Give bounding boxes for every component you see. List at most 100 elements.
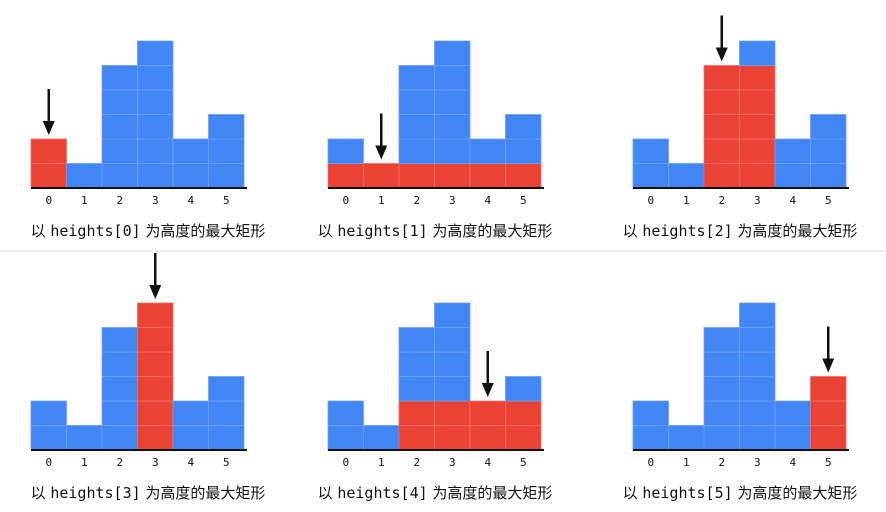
highlight-cell bbox=[469, 425, 506, 451]
bar-cell bbox=[703, 400, 740, 426]
panel-ticks: 0 1 2 3 4 5 bbox=[342, 194, 526, 207]
x-tick-label: 3 bbox=[449, 194, 456, 207]
highlight-cell bbox=[137, 302, 174, 328]
panel-caption: 以 heights[1] 为高度的最大矩形 bbox=[318, 222, 553, 240]
x-tick-label: 1 bbox=[81, 194, 88, 207]
bar-cell bbox=[810, 138, 847, 164]
down-arrow bbox=[375, 113, 388, 160]
caption-code: heights[4] bbox=[337, 484, 427, 502]
bar-cell bbox=[469, 138, 506, 164]
caption-prefix: 以 bbox=[623, 222, 643, 240]
bar-cell bbox=[505, 376, 542, 402]
bar-cell bbox=[208, 163, 245, 189]
x-tick-label: 4 bbox=[187, 194, 194, 207]
highlight-cell bbox=[739, 163, 776, 189]
bar-cell bbox=[810, 114, 847, 140]
bar-cell bbox=[398, 114, 435, 140]
bar-cell bbox=[434, 327, 471, 353]
bar-cell bbox=[632, 163, 669, 189]
down-arrow bbox=[481, 351, 494, 397]
caption-suffix: 为高度的最大矩形 bbox=[428, 484, 553, 502]
bar-cell bbox=[398, 351, 435, 377]
caption-suffix: 为高度的最大矩形 bbox=[733, 222, 858, 240]
bar-cell bbox=[632, 138, 669, 164]
x-tick-label: 2 bbox=[718, 194, 725, 207]
panel-ticks: 0 1 2 3 4 5 bbox=[647, 194, 831, 207]
panel-3: 0 1 2 3 4 5 以 heights[3] 为高度的最大矩形 bbox=[31, 253, 266, 502]
x-tick-label: 4 bbox=[187, 456, 194, 469]
highlight-cell bbox=[810, 400, 847, 426]
down-arrow bbox=[149, 253, 162, 299]
panel-cells bbox=[30, 40, 245, 189]
x-tick-label: 2 bbox=[718, 456, 725, 469]
bar-cell bbox=[327, 138, 364, 164]
bar-cell bbox=[505, 138, 542, 164]
highlight-cell bbox=[30, 138, 67, 164]
bar-cell bbox=[703, 425, 740, 451]
highlight-cell bbox=[703, 89, 740, 115]
highlight-cell bbox=[363, 163, 400, 189]
bar-cell bbox=[398, 327, 435, 353]
bar-cell bbox=[434, 138, 471, 164]
x-tick-label: 1 bbox=[378, 456, 385, 469]
down-arrow bbox=[42, 89, 55, 135]
highlight-cell bbox=[739, 114, 776, 140]
panel-caption: 以 heights[2] 为高度的最大矩形 bbox=[623, 222, 858, 240]
panel-cells bbox=[632, 40, 847, 189]
panel-caption: 以 heights[4] 为高度的最大矩形 bbox=[318, 484, 553, 502]
panel-caption: 以 heights[0] 为高度的最大矩形 bbox=[31, 222, 266, 240]
bar-cell bbox=[398, 376, 435, 402]
panel-caption: 以 heights[5] 为高度的最大矩形 bbox=[623, 484, 858, 502]
caption-prefix: 以 bbox=[318, 222, 338, 240]
bar-cell bbox=[101, 163, 138, 189]
highlight-cell bbox=[137, 400, 174, 426]
bar-cell bbox=[739, 400, 776, 426]
bar-cell bbox=[434, 114, 471, 140]
x-tick-label: 0 bbox=[342, 456, 349, 469]
bar-cell bbox=[172, 138, 209, 164]
x-tick-label: 2 bbox=[413, 456, 420, 469]
highlight-cell bbox=[137, 376, 174, 402]
bar-cell bbox=[101, 89, 138, 115]
x-tick-label: 2 bbox=[116, 456, 123, 469]
bar-cell bbox=[434, 40, 471, 66]
x-tick-label: 1 bbox=[683, 194, 690, 207]
highlight-cell bbox=[327, 163, 364, 189]
bar-cell bbox=[66, 163, 103, 189]
bar-cell bbox=[172, 425, 209, 451]
x-tick-label: 0 bbox=[647, 456, 654, 469]
highlight-cell bbox=[505, 400, 542, 426]
bar-cell bbox=[137, 65, 174, 91]
x-tick-label: 3 bbox=[754, 456, 761, 469]
highlight-cell bbox=[137, 327, 174, 353]
bar-cell bbox=[137, 163, 174, 189]
highlight-cell bbox=[810, 425, 847, 451]
bar-cell bbox=[632, 400, 669, 426]
highlight-cell bbox=[703, 138, 740, 164]
panel-5: 0 1 2 3 4 5 以 heights[5] 为高度的最大矩形 bbox=[623, 302, 858, 502]
x-tick-label: 1 bbox=[378, 194, 385, 207]
x-tick-label: 4 bbox=[789, 194, 796, 207]
highlight-cell bbox=[469, 163, 506, 189]
arrow-head bbox=[149, 285, 162, 299]
x-tick-label: 3 bbox=[152, 456, 159, 469]
bar-cell bbox=[774, 400, 811, 426]
caption-suffix: 为高度的最大矩形 bbox=[141, 222, 266, 240]
caption-suffix: 为高度的最大矩形 bbox=[141, 484, 266, 502]
bar-cell bbox=[774, 425, 811, 451]
panel-ticks: 0 1 2 3 4 5 bbox=[647, 456, 831, 469]
bar-cell bbox=[172, 400, 209, 426]
panel-0: 0 1 2 3 4 5 以 heights[0] 为高度的最大矩形 bbox=[30, 40, 266, 240]
bar-cell bbox=[739, 327, 776, 353]
down-arrow bbox=[715, 15, 728, 62]
bar-cell bbox=[505, 114, 542, 140]
highlight-cell bbox=[810, 376, 847, 402]
bar-cell bbox=[137, 114, 174, 140]
bar-cell bbox=[208, 114, 245, 140]
panel-cells bbox=[327, 40, 542, 189]
bar-cell bbox=[208, 400, 245, 426]
x-tick-label: 2 bbox=[413, 194, 420, 207]
caption-code: heights[1] bbox=[337, 222, 427, 240]
highlight-cell bbox=[434, 400, 471, 426]
caption-code: heights[0] bbox=[50, 222, 140, 240]
